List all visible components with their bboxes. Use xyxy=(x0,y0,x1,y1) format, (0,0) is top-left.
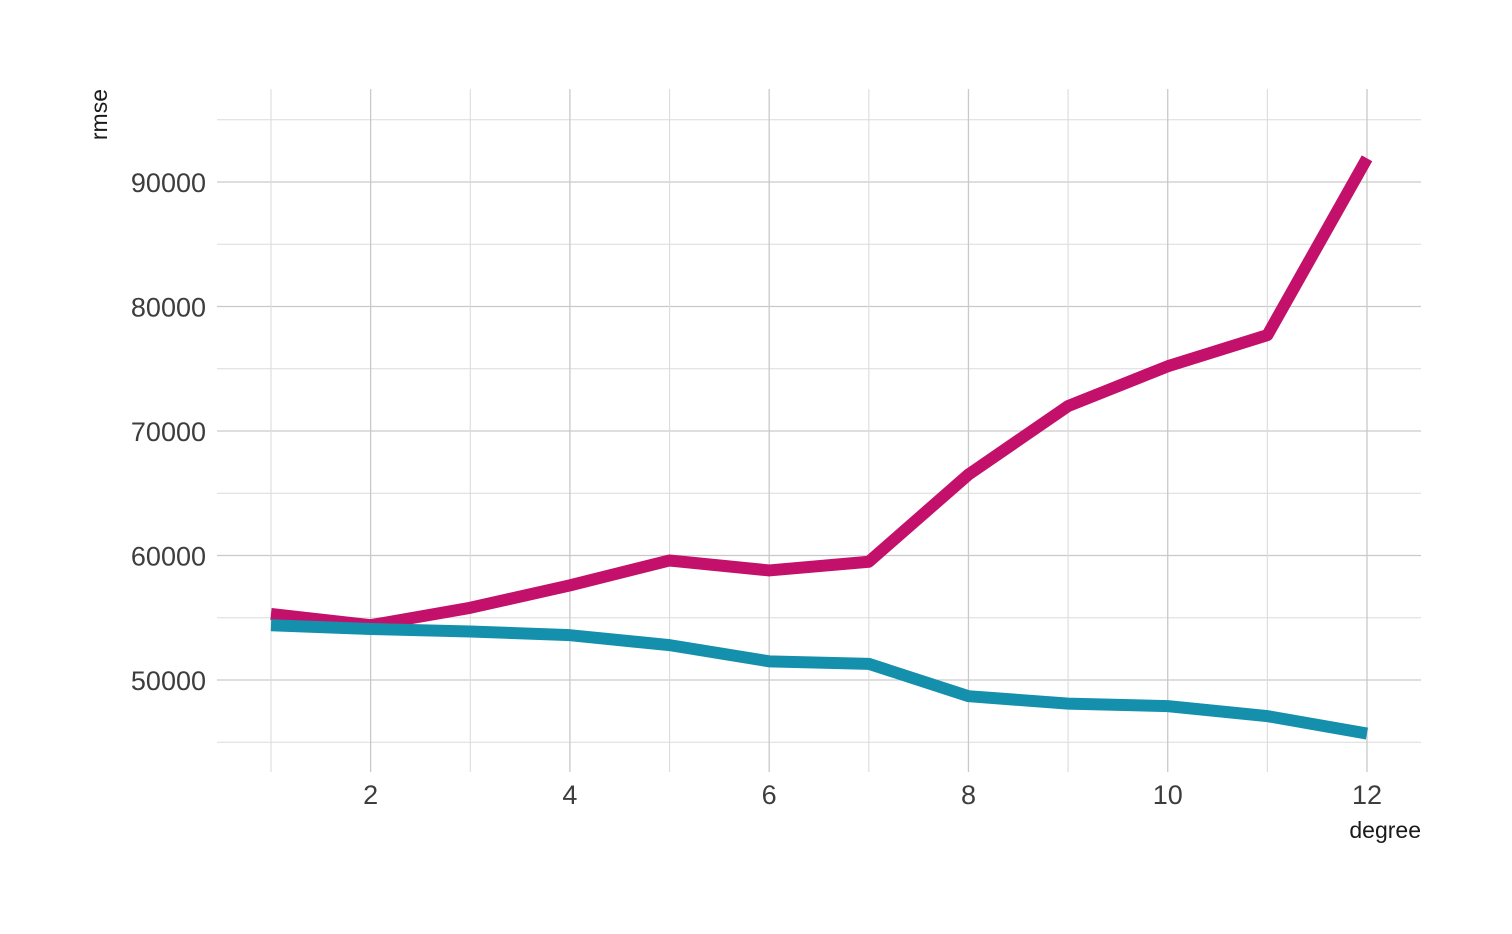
y-tick-label: 80000 xyxy=(131,293,206,323)
series-line-2 xyxy=(270,619,1369,740)
y-axis-tick-labels: 50000 60000 70000 80000 90000 xyxy=(131,168,206,696)
grid-lines xyxy=(217,89,1421,772)
x-tick-label: 12 xyxy=(1352,780,1382,810)
y-tick-label: 70000 xyxy=(131,417,206,447)
y-tick-label: 50000 xyxy=(131,666,206,696)
y-tick-label: 60000 xyxy=(131,542,206,572)
x-axis-title: degree xyxy=(1349,817,1421,843)
x-axis-tick-labels: 2 4 6 8 10 12 xyxy=(363,780,1382,810)
x-tick-label: 6 xyxy=(762,780,777,810)
series-lines xyxy=(270,155,1373,740)
x-tick-label: 2 xyxy=(363,780,378,810)
x-tick-label: 8 xyxy=(961,780,976,810)
x-tick-label: 10 xyxy=(1153,780,1183,810)
y-tick-label: 90000 xyxy=(131,168,206,198)
series-line-1 xyxy=(270,155,1373,632)
y-axis-title: rmse xyxy=(86,89,112,140)
x-tick-label: 4 xyxy=(562,780,577,810)
